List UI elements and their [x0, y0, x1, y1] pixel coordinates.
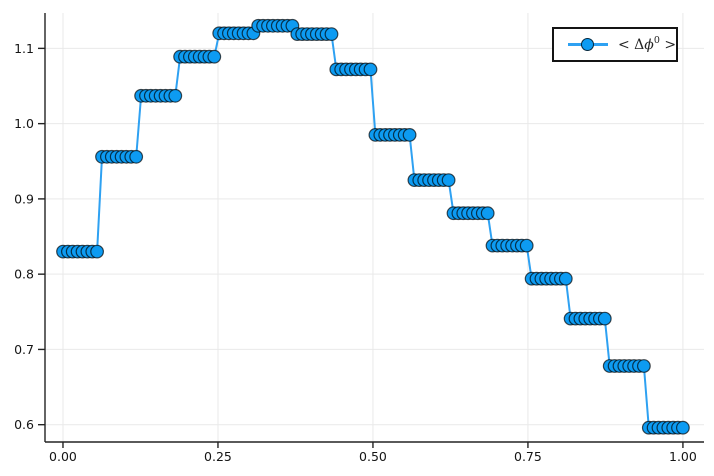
y-tick-label: 1.0 [14, 116, 34, 131]
y-tick-label: 0.7 [14, 342, 34, 357]
data-point-marker [324, 27, 339, 41]
data-point-marker [402, 127, 417, 142]
data-point-marker [363, 62, 378, 77]
data-point-marker [90, 244, 104, 259]
y-tick-label: 0.8 [14, 267, 34, 282]
y-tick-label: 1.1 [14, 41, 34, 56]
data-point-marker [168, 88, 183, 103]
x-tick-label: 0.50 [359, 449, 387, 464]
legend-label: < Δϕ0 > [618, 34, 677, 53]
y-tick-label: 0.9 [14, 191, 34, 206]
legend-label-phi: ϕ [644, 36, 654, 53]
legend-label-prefix: < Δ [618, 36, 645, 53]
data-point-marker [676, 420, 690, 435]
legend-label-suffix: > [659, 36, 677, 53]
x-tick-label: 1.00 [669, 449, 697, 464]
data-point-marker [637, 359, 651, 373]
data-point-marker [207, 49, 222, 64]
data-point-marker [519, 238, 534, 253]
data-point-marker [480, 206, 495, 221]
legend-dot-sample [581, 37, 594, 51]
x-tick-label: 0.25 [204, 449, 232, 464]
legend: < Δϕ0 > [552, 27, 678, 62]
data-point-marker [441, 173, 456, 188]
y-tick-label: 0.6 [14, 417, 34, 432]
x-tick-label: 0.75 [514, 449, 542, 464]
x-tick-label: 0.00 [49, 449, 77, 464]
legend-label-superscript: 0 [653, 34, 660, 46]
data-point-marker [558, 271, 573, 286]
legend-series-marker [568, 37, 608, 52]
data-point-marker [597, 311, 612, 326]
data-point-marker [129, 149, 144, 164]
